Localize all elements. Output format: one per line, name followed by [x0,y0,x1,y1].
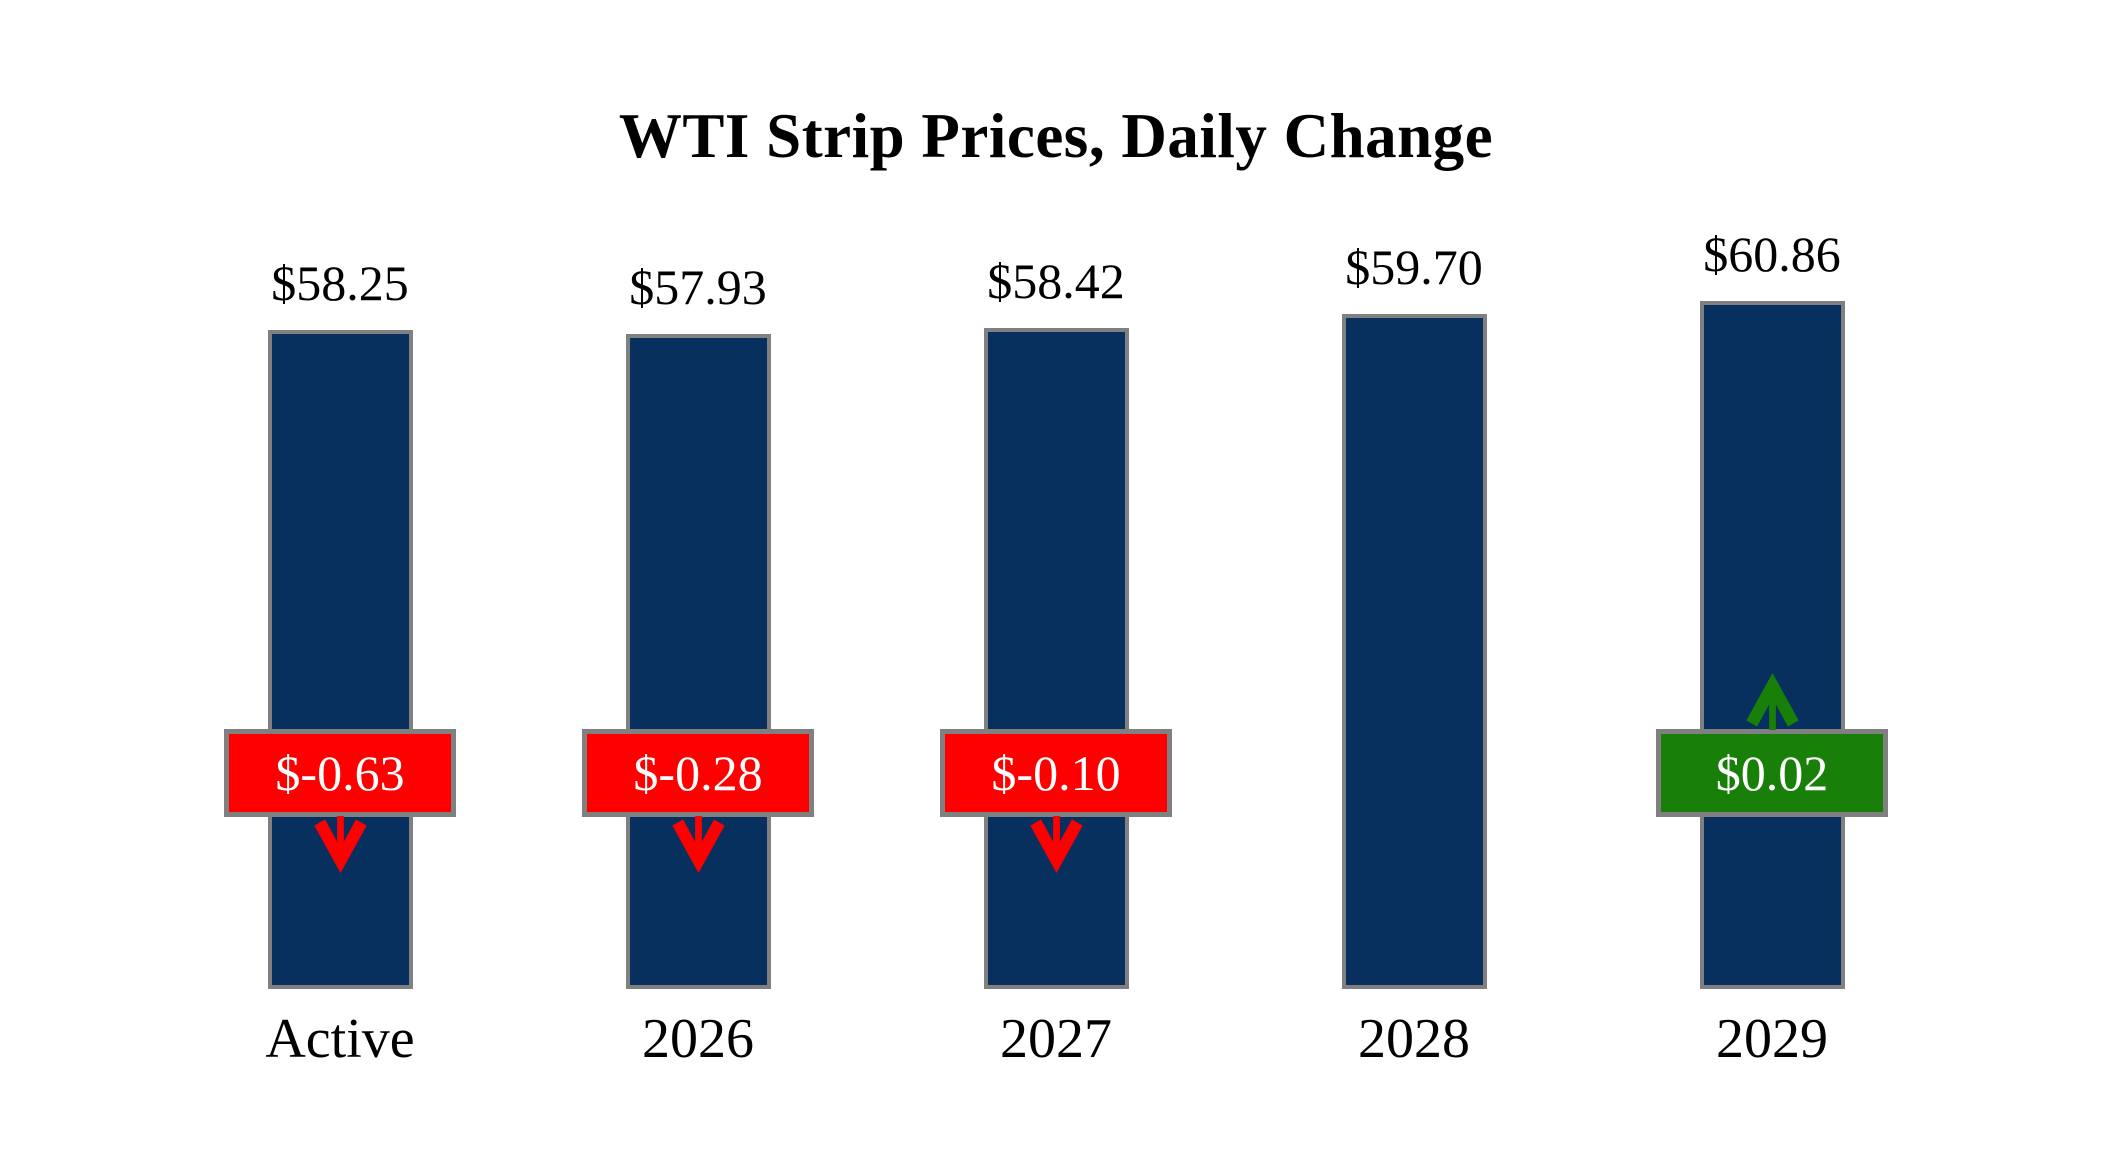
bar [268,330,413,989]
down-arrow-icon [312,816,369,879]
category-label: 2026 [642,1008,754,1070]
negative-change-badge: $-0.28 [582,729,814,817]
price-label: $60.86 [1703,226,1841,282]
down-arrow-icon [1028,816,1085,879]
price-label: $59.70 [1345,239,1483,295]
price-label: $58.42 [987,253,1125,309]
category-label: 2028 [1358,1008,1470,1070]
price-label: $57.93 [629,259,767,315]
negative-change-badge: $-0.10 [940,729,1172,817]
price-label: $58.25 [271,255,409,311]
positive-change-badge: $0.02 [1656,729,1888,817]
down-arrow-icon [670,816,727,879]
chart-title: WTI Strip Prices, Daily Change [618,101,1494,171]
negative-change-badge: $-0.63 [224,729,456,817]
category-label: 2027 [1000,1008,1112,1070]
category-label: Active [265,1008,415,1070]
up-arrow-icon [1744,672,1801,735]
bar [984,328,1129,989]
bar [1700,301,1845,989]
bar [1342,314,1487,989]
category-label: 2029 [1716,1008,1828,1070]
bar [626,334,771,989]
